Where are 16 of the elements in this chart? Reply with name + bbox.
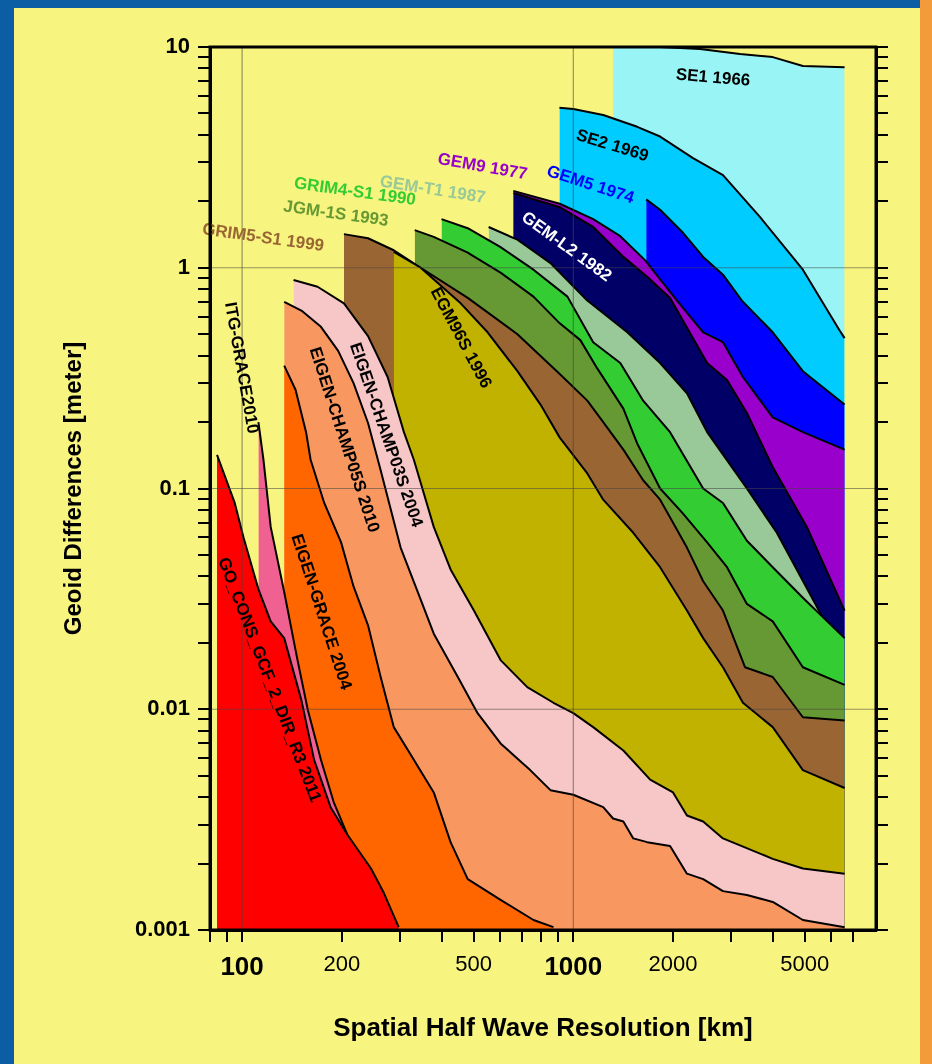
y-tick-label: 0.001	[134, 916, 190, 942]
y-axis-title: Geoid Differences [meter]	[59, 341, 87, 636]
x-tick-label: 500	[455, 951, 492, 977]
y-tick-label: 0.1	[159, 474, 190, 500]
x-tick-label: 200	[323, 951, 361, 977]
x-tick-label: 5000	[780, 951, 830, 977]
x-axis-title: Spatial Half Wave Resolution [km]	[333, 1011, 753, 1042]
text: GRIM5-S1 1999	[201, 219, 326, 256]
y-tick-label: 1	[177, 253, 190, 279]
x-tick-label: 2000	[648, 951, 698, 977]
y-tick-label: 0.01	[147, 695, 190, 721]
text: GEM9 1977	[436, 148, 529, 184]
x-tick-label: 100	[220, 950, 264, 981]
y-tick-label: 10	[165, 33, 190, 59]
series-label: SE1 1966	[675, 64, 752, 90]
x-tick-label: 1000	[544, 950, 603, 981]
